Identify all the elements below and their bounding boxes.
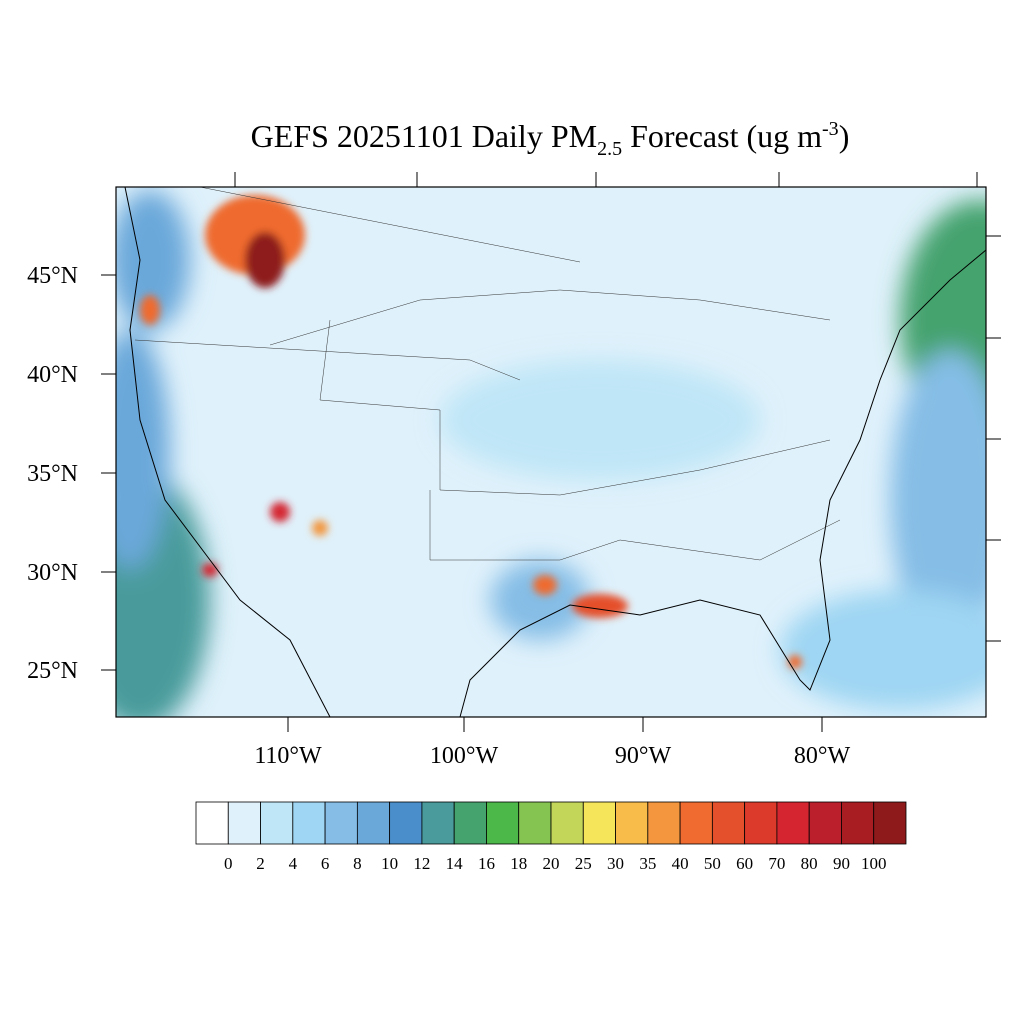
colorbar-label: 35 [639, 854, 656, 873]
colorbar-box [808, 801, 842, 845]
colorbar-box [292, 801, 326, 845]
colorbar-label: 18 [510, 854, 527, 873]
colorbar-label: 14 [446, 854, 464, 873]
colorbar-label: 25 [575, 854, 592, 873]
lat-label: 45°N [27, 263, 78, 289]
colorbar-label: 4 [289, 854, 298, 873]
colorbar-box [356, 801, 391, 845]
title-sup: -3 [822, 118, 839, 140]
colorbar-box [227, 801, 261, 845]
title-end: ) [839, 118, 850, 154]
colorbar-box [744, 801, 778, 845]
colorbar-label: 12 [413, 854, 430, 873]
colorbar-box [260, 801, 294, 845]
map-field [116, 187, 986, 717]
lat-label: 40°N [27, 362, 78, 388]
colorbar-box [389, 801, 423, 845]
lon-label: 80°W [794, 743, 851, 769]
colorbar-label: 50 [704, 854, 721, 873]
colorbar-label: 2 [256, 854, 265, 873]
colorbar-box [486, 801, 520, 845]
colorbar-box [550, 801, 584, 845]
colorbar-box [841, 801, 875, 845]
colorbar-box [647, 801, 681, 845]
colorbar-label: 16 [478, 854, 495, 873]
colorbar-label: 20 [543, 854, 560, 873]
colorbar-box [873, 801, 907, 845]
colorbar-label: 80 [801, 854, 818, 873]
lon-label: 90°W [615, 743, 672, 769]
colorbar-box [324, 801, 358, 845]
colorbar-box [776, 801, 810, 845]
colorbar-box [582, 801, 616, 845]
lat-label: 25°N [27, 658, 78, 684]
colorbar-box [195, 801, 229, 845]
lon-label: 110°W [254, 743, 322, 769]
colorbar-label: 30 [607, 854, 624, 873]
colorbar-label: 70 [768, 854, 785, 873]
colorbar-box [421, 801, 455, 845]
colorbar-box [615, 801, 649, 845]
colorbar-label: 0 [224, 854, 233, 873]
colorbar-label: 60 [736, 854, 753, 873]
colorbar-label: 10 [381, 854, 398, 873]
title-mid: Forecast (ug m [622, 118, 822, 154]
frame-ticks [101, 172, 1001, 732]
colorbar-label: 100 [861, 854, 887, 873]
lon-label: 100°W [430, 743, 499, 769]
colorbar-label: 40 [672, 854, 689, 873]
colorbar: 0 2 4 6 8 10 12 14 16 18 20 25 30 35 40 50 60 70 80 90 100 [195, 801, 907, 873]
title-main: GEFS 20251101 Daily PM [251, 118, 597, 154]
colorbar-box [453, 801, 487, 845]
colorbar-label: 8 [353, 854, 362, 873]
colorbar-box [679, 801, 713, 845]
colorbar-label: 6 [321, 854, 330, 873]
lat-label: 35°N [27, 461, 78, 487]
plot-frame [115, 186, 987, 718]
lat-label: 30°N [27, 560, 78, 586]
axis-labels: 45°N 40°N 35°N 30°N 25°N 110°W 100°W 90°… [27, 263, 850, 769]
colorbar-label: 90 [833, 854, 850, 873]
colorbar-box [518, 801, 552, 845]
title: GEFS 20251101 Daily PM2.5 Forecast (ug m… [251, 118, 850, 160]
title-sub: 2.5 [597, 138, 622, 160]
colorbar-box [711, 801, 746, 845]
